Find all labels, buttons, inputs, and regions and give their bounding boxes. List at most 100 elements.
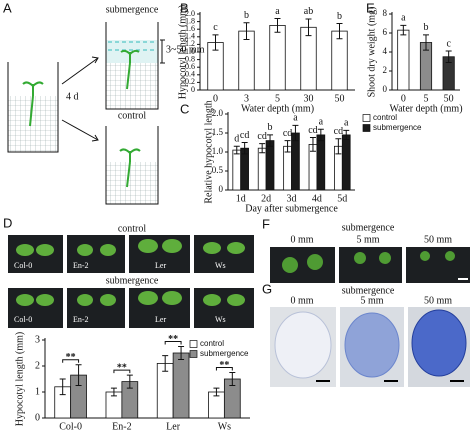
y-tick-label: 2 — [35, 360, 40, 371]
photo-panel: submergence 0 mm 5 mm 50 mm — [270, 222, 470, 283]
error-bar — [59, 378, 66, 396]
schematic: 4 d submergence 3~50 mm control — [7, 4, 205, 205]
significance-letter: a — [344, 118, 349, 129]
bar — [397, 29, 410, 91]
error-bar — [126, 374, 133, 389]
photo-label: En-2 — [73, 261, 89, 270]
panel-letter: A — [3, 0, 12, 15]
photo-panel: submergence 0 mm 5 mm 50 mm — [270, 285, 470, 387]
error-bar — [292, 124, 299, 142]
photo-title: submergence — [342, 222, 395, 233]
bar — [240, 147, 249, 191]
legend-label: submergence — [373, 123, 422, 132]
photo-label: 0 mm — [290, 234, 313, 245]
error-bar — [423, 34, 429, 51]
error-bar — [233, 145, 240, 155]
significance-label: ** — [66, 352, 76, 363]
error-bar — [259, 143, 266, 154]
y-tick-label: 1.2 — [185, 39, 195, 48]
y-tick-label: 1.0 — [212, 146, 224, 156]
x-tick-label: 0 — [213, 93, 218, 104]
error-bar — [110, 387, 117, 397]
photo-label: Col-0 — [14, 315, 32, 324]
y-axis-label: Hypocotyl length (mm) — [177, 5, 188, 99]
x-tick-label: 1d — [236, 193, 246, 204]
x-tick-label: 4d — [312, 193, 322, 204]
y-tick-label: 0.4 — [185, 70, 195, 79]
significance-letter: d — [234, 134, 239, 145]
significance-letter: ab — [304, 6, 313, 17]
x-tick-label: 5 — [275, 93, 280, 104]
x-tick-label: Ws — [218, 421, 231, 432]
photo-label: Col-0 — [14, 261, 32, 270]
y-tick-label: 1.8 — [185, 16, 195, 25]
legend-swatch — [189, 350, 198, 358]
x-tick-label: 5 — [424, 93, 429, 104]
panel-letter: B — [180, 0, 189, 15]
bar — [232, 149, 242, 191]
error-bar — [317, 128, 324, 142]
panel-letter: C — [180, 101, 189, 116]
error-bar — [267, 134, 274, 147]
y-tick-label: 1.6 — [185, 24, 195, 33]
error-bar — [284, 140, 291, 153]
legend-label: control — [200, 339, 224, 348]
significance-letter: cd — [283, 128, 292, 139]
bracket — [113, 369, 131, 374]
significance-label: ** — [168, 334, 178, 345]
panel-letter: F — [262, 216, 270, 231]
condition-label: control — [118, 110, 147, 121]
significance-label: ** — [117, 362, 127, 373]
photo-label: Ler — [155, 261, 166, 270]
error-bar — [243, 22, 250, 40]
significance-letter: c — [213, 22, 218, 33]
panel-letter: D — [3, 215, 12, 230]
significance-letter: b — [244, 10, 249, 21]
y-tick-label: 1.0 — [185, 47, 195, 56]
y-tick-label: 0.2 — [185, 77, 195, 86]
photo-label: 0 mm — [290, 295, 313, 306]
photo-panel: control Col-0 En-2 Ler Ws submergence Co… — [8, 223, 254, 328]
error-bar — [229, 372, 236, 386]
significance-letter: b — [424, 22, 429, 33]
legend-label: submergence — [200, 349, 249, 358]
y-axis-label: Hypocotyl length (mm) — [14, 332, 25, 426]
photo-label: Ws — [215, 315, 226, 324]
photo-label: 5 mm — [356, 234, 379, 245]
bar — [316, 134, 326, 191]
x-axis-label: Water depth (mm) — [241, 103, 314, 114]
error-bar — [336, 23, 343, 40]
x-tick-label: 50 — [335, 93, 345, 104]
significance-letter: cd — [334, 126, 343, 137]
legend-label: control — [373, 113, 397, 122]
error-bar — [309, 137, 316, 152]
bar — [172, 352, 190, 419]
y-tick-label: 1.5 — [212, 127, 224, 137]
y-tick-label: 2 — [383, 65, 388, 75]
error-bar — [343, 129, 350, 140]
significance-letter: cd — [308, 125, 317, 136]
x-tick-label: 5d — [337, 193, 347, 204]
legend-swatch — [362, 114, 371, 122]
x-tick-label: 3d — [287, 193, 297, 204]
y-tick-label: 0 — [383, 84, 388, 94]
bracket — [164, 341, 182, 345]
bar — [257, 147, 267, 191]
error-bar — [305, 18, 312, 37]
x-tick-label: Col-0 — [59, 421, 82, 432]
significance-letter: cd — [240, 130, 249, 141]
condition-label: submergence — [106, 4, 159, 15]
photo-label: 50 mm — [424, 234, 452, 245]
panel-letter: E — [366, 0, 375, 15]
y-tick-label: 0.8 — [185, 54, 195, 63]
x-tick-label: 30 — [304, 93, 314, 104]
error-bar — [445, 50, 452, 63]
photo-label: 5 mm — [360, 295, 383, 306]
error-bar — [241, 142, 248, 155]
y-tick-label: 0.6 — [185, 62, 195, 71]
photo-title: submergence — [106, 275, 159, 286]
y-axis-label: Relative hypocotyl length — [203, 100, 214, 203]
x-axis-label: Water depth (mm) — [389, 103, 462, 114]
significance-letter: c — [446, 38, 451, 49]
